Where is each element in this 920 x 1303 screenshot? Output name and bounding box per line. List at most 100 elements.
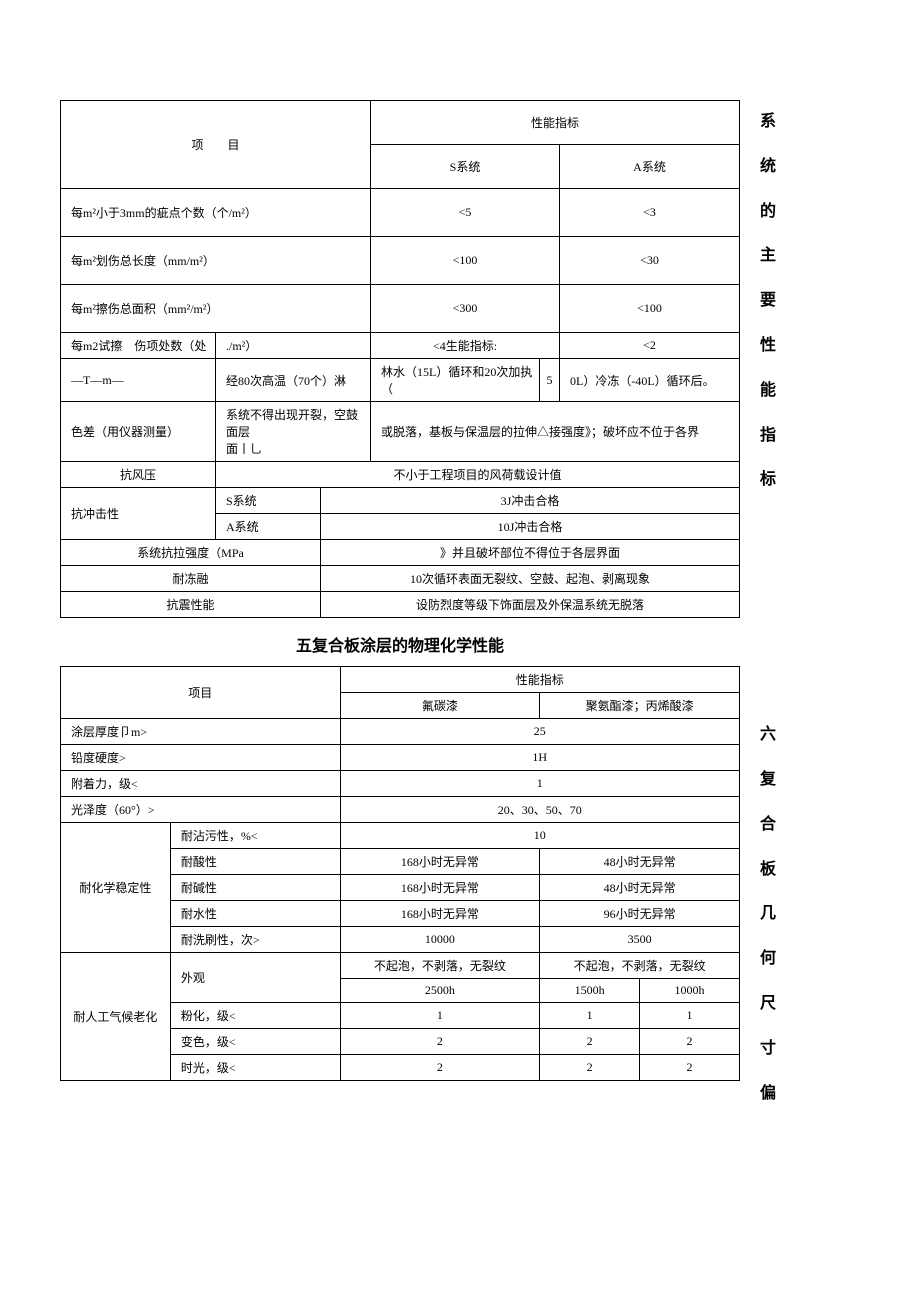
cell: 1 <box>540 1003 640 1029</box>
cell: 耐人工气候老化 <box>61 953 171 1081</box>
cell: 25 <box>340 719 739 745</box>
table-row: 光泽度（60°）> 20、30、50、70 <box>61 797 740 823</box>
cell: 不小于工程项目的风荷载设计值 <box>216 462 740 488</box>
table-row: 耐人工气候老化 外观 不起泡，不剥落，无裂纹 不起泡，不剥落，无裂纹 <box>61 953 740 979</box>
cell: 林水（15L）循环和20次加执（ <box>371 359 540 402</box>
cell: 变色，级< <box>170 1029 340 1055</box>
table-2: 项目 性能指标 氟碳漆 聚氨酯漆；丙烯酸漆 涂层厚度卩m> 25 铅度硬度> 1… <box>60 666 740 1081</box>
cell: A系统 <box>216 514 321 540</box>
table-row: 抗震性能 设防烈度等级下饰面层及外保温系统无脱落 <box>61 592 740 618</box>
cell: 不起泡，不剥落，无裂纹 <box>340 953 540 979</box>
cell: 1 <box>640 1003 740 1029</box>
table-row: 每m²小于3mm的疵点个数（个/m²） <5 <3 <box>61 189 740 237</box>
table-row: 色差（用仪器测量） 系统不得出现开裂，空鼓面层 面丨乚 或脱落，基板与保温层的拉… <box>61 402 740 462</box>
cell: <5 <box>371 189 560 237</box>
cell: 1000h <box>640 979 740 1003</box>
cell: 2 <box>340 1029 540 1055</box>
table-row: 系统抗拉强度（MPa 》并且破坏部位不得位于各层界面 <box>61 540 740 566</box>
cell: 48小时无异常 <box>540 875 740 901</box>
cell: 2 <box>340 1055 540 1081</box>
cell: <100 <box>371 237 560 285</box>
table-row: 项 目 性能指标 <box>61 101 740 145</box>
cell: —T—m— <box>61 359 216 402</box>
tables-column: 项 目 性能指标 S系统 A系统 每m²小于3mm的疵点个数（个/m²） <5 … <box>60 100 740 1081</box>
cell: ./m²） <box>216 333 371 359</box>
table-row: 每m²擦伤总面积（mm²/m²） <300 <100 <box>61 285 740 333</box>
cell: 20、30、50、70 <box>340 797 739 823</box>
cell: 时光，级< <box>170 1055 340 1081</box>
cell: 3500 <box>540 927 740 953</box>
header-item: 项 目 <box>61 101 371 189</box>
table-row: 铅度硬度> 1H <box>61 745 740 771</box>
cell: 经80次高温（70个）淋 <box>216 359 371 402</box>
cell: 5 <box>540 359 560 402</box>
cell: <4生能指标: <box>371 333 560 359</box>
table-row: 耐化学稳定性 耐沾污性，%< 10 <box>61 823 740 849</box>
cell: <100 <box>560 285 740 333</box>
cell: 每m²划伤总长度（mm/m²） <box>61 237 371 285</box>
cell: <30 <box>560 237 740 285</box>
cell: 2500h <box>340 979 540 1003</box>
cell: 1H <box>340 745 739 771</box>
cell: 10000 <box>340 927 540 953</box>
table-row: 抗冲击性 S系统 3J冲击合格 <box>61 488 740 514</box>
header-perf: 性能指标 <box>371 101 740 145</box>
cell: S系统 <box>216 488 321 514</box>
cell: 抗风压 <box>61 462 216 488</box>
cell: 氟碳漆 <box>340 693 540 719</box>
header-perf: 性能指标 <box>340 667 739 693</box>
cell: 附着力，级< <box>61 771 341 797</box>
section-title: 五复合板涂层的物理化学性能 <box>60 632 740 656</box>
cell: 96小时无异常 <box>540 901 740 927</box>
cell: 耐酸性 <box>170 849 340 875</box>
cell: 168小时无异常 <box>340 901 540 927</box>
cell: 光泽度（60°）> <box>61 797 341 823</box>
cell: 1500h <box>540 979 640 1003</box>
table-1: 项 目 性能指标 S系统 A系统 每m²小于3mm的疵点个数（个/m²） <5 … <box>60 100 740 462</box>
table-row: 每m²划伤总长度（mm/m²） <100 <30 <box>61 237 740 285</box>
cell: 10J冲击合格 <box>321 514 740 540</box>
cell: 1 <box>340 1003 540 1029</box>
cell: 外观 <box>170 953 340 1003</box>
table-1b: 抗风压 不小于工程项目的风荷载设计值 抗冲击性 S系统 3J冲击合格 A系统 1… <box>60 461 740 618</box>
cell: 168小时无异常 <box>340 875 540 901</box>
cell: 3J冲击合格 <box>321 488 740 514</box>
cell: 不起泡，不剥落，无裂纹 <box>540 953 740 979</box>
cell: 色差（用仪器测量） <box>61 402 216 462</box>
table-row: 涂层厚度卩m> 25 <box>61 719 740 745</box>
cell: 2 <box>640 1029 740 1055</box>
cell: 耐化学稳定性 <box>61 823 171 953</box>
cell: 耐沾污性，%< <box>170 823 340 849</box>
cell: 168小时无异常 <box>340 849 540 875</box>
cell: <300 <box>371 285 560 333</box>
cell: 耐水性 <box>170 901 340 927</box>
cell: 每m2试擦 伤项处数（处 <box>61 333 216 359</box>
table-row: 抗风压 不小于工程项目的风荷载设计值 <box>61 462 740 488</box>
cell: 设防烈度等级下饰面层及外保温系统无脱落 <box>321 592 740 618</box>
side-text: 系统的主要性能指标 六复合板几何尺寸偏 <box>760 100 790 1116</box>
table-row: 项目 性能指标 <box>61 667 740 693</box>
header-s: S系统 <box>371 145 560 189</box>
cell: 涂层厚度卩m> <box>61 719 341 745</box>
cell: 》并且破坏部位不得位于各层界面 <box>321 540 740 566</box>
cell: 或脱落，基板与保温层的拉伸△接强度》；破坏应不位于各界 <box>371 402 740 462</box>
cell: 0L）冷冻（-40L）循环后。 <box>560 359 740 402</box>
cell: 1 <box>340 771 739 797</box>
cell: 铅度硬度> <box>61 745 341 771</box>
cell: 10次循环表面无裂纹、空鼓、起泡、剥离现象 <box>321 566 740 592</box>
cell: <3 <box>560 189 740 237</box>
cell: 每m²擦伤总面积（mm²/m²） <box>61 285 371 333</box>
cell: 系统不得出现开裂，空鼓面层 面丨乚 <box>216 402 371 462</box>
header-item: 项目 <box>61 667 341 719</box>
cell: 耐碱性 <box>170 875 340 901</box>
cell: 粉化，级< <box>170 1003 340 1029</box>
cell: 2 <box>540 1055 640 1081</box>
cell: <2 <box>560 333 740 359</box>
cell: 每m²小于3mm的疵点个数（个/m²） <box>61 189 371 237</box>
cell: 48小时无异常 <box>540 849 740 875</box>
spacer <box>760 503 790 713</box>
table-row: 每m2试擦 伤项处数（处 ./m²） <4生能指标: <2 <box>61 333 740 359</box>
cell: 抗震性能 <box>61 592 321 618</box>
header-a: A系统 <box>560 145 740 189</box>
content-wrap: 项 目 性能指标 S系统 A系统 每m²小于3mm的疵点个数（个/m²） <5 … <box>60 100 860 1116</box>
